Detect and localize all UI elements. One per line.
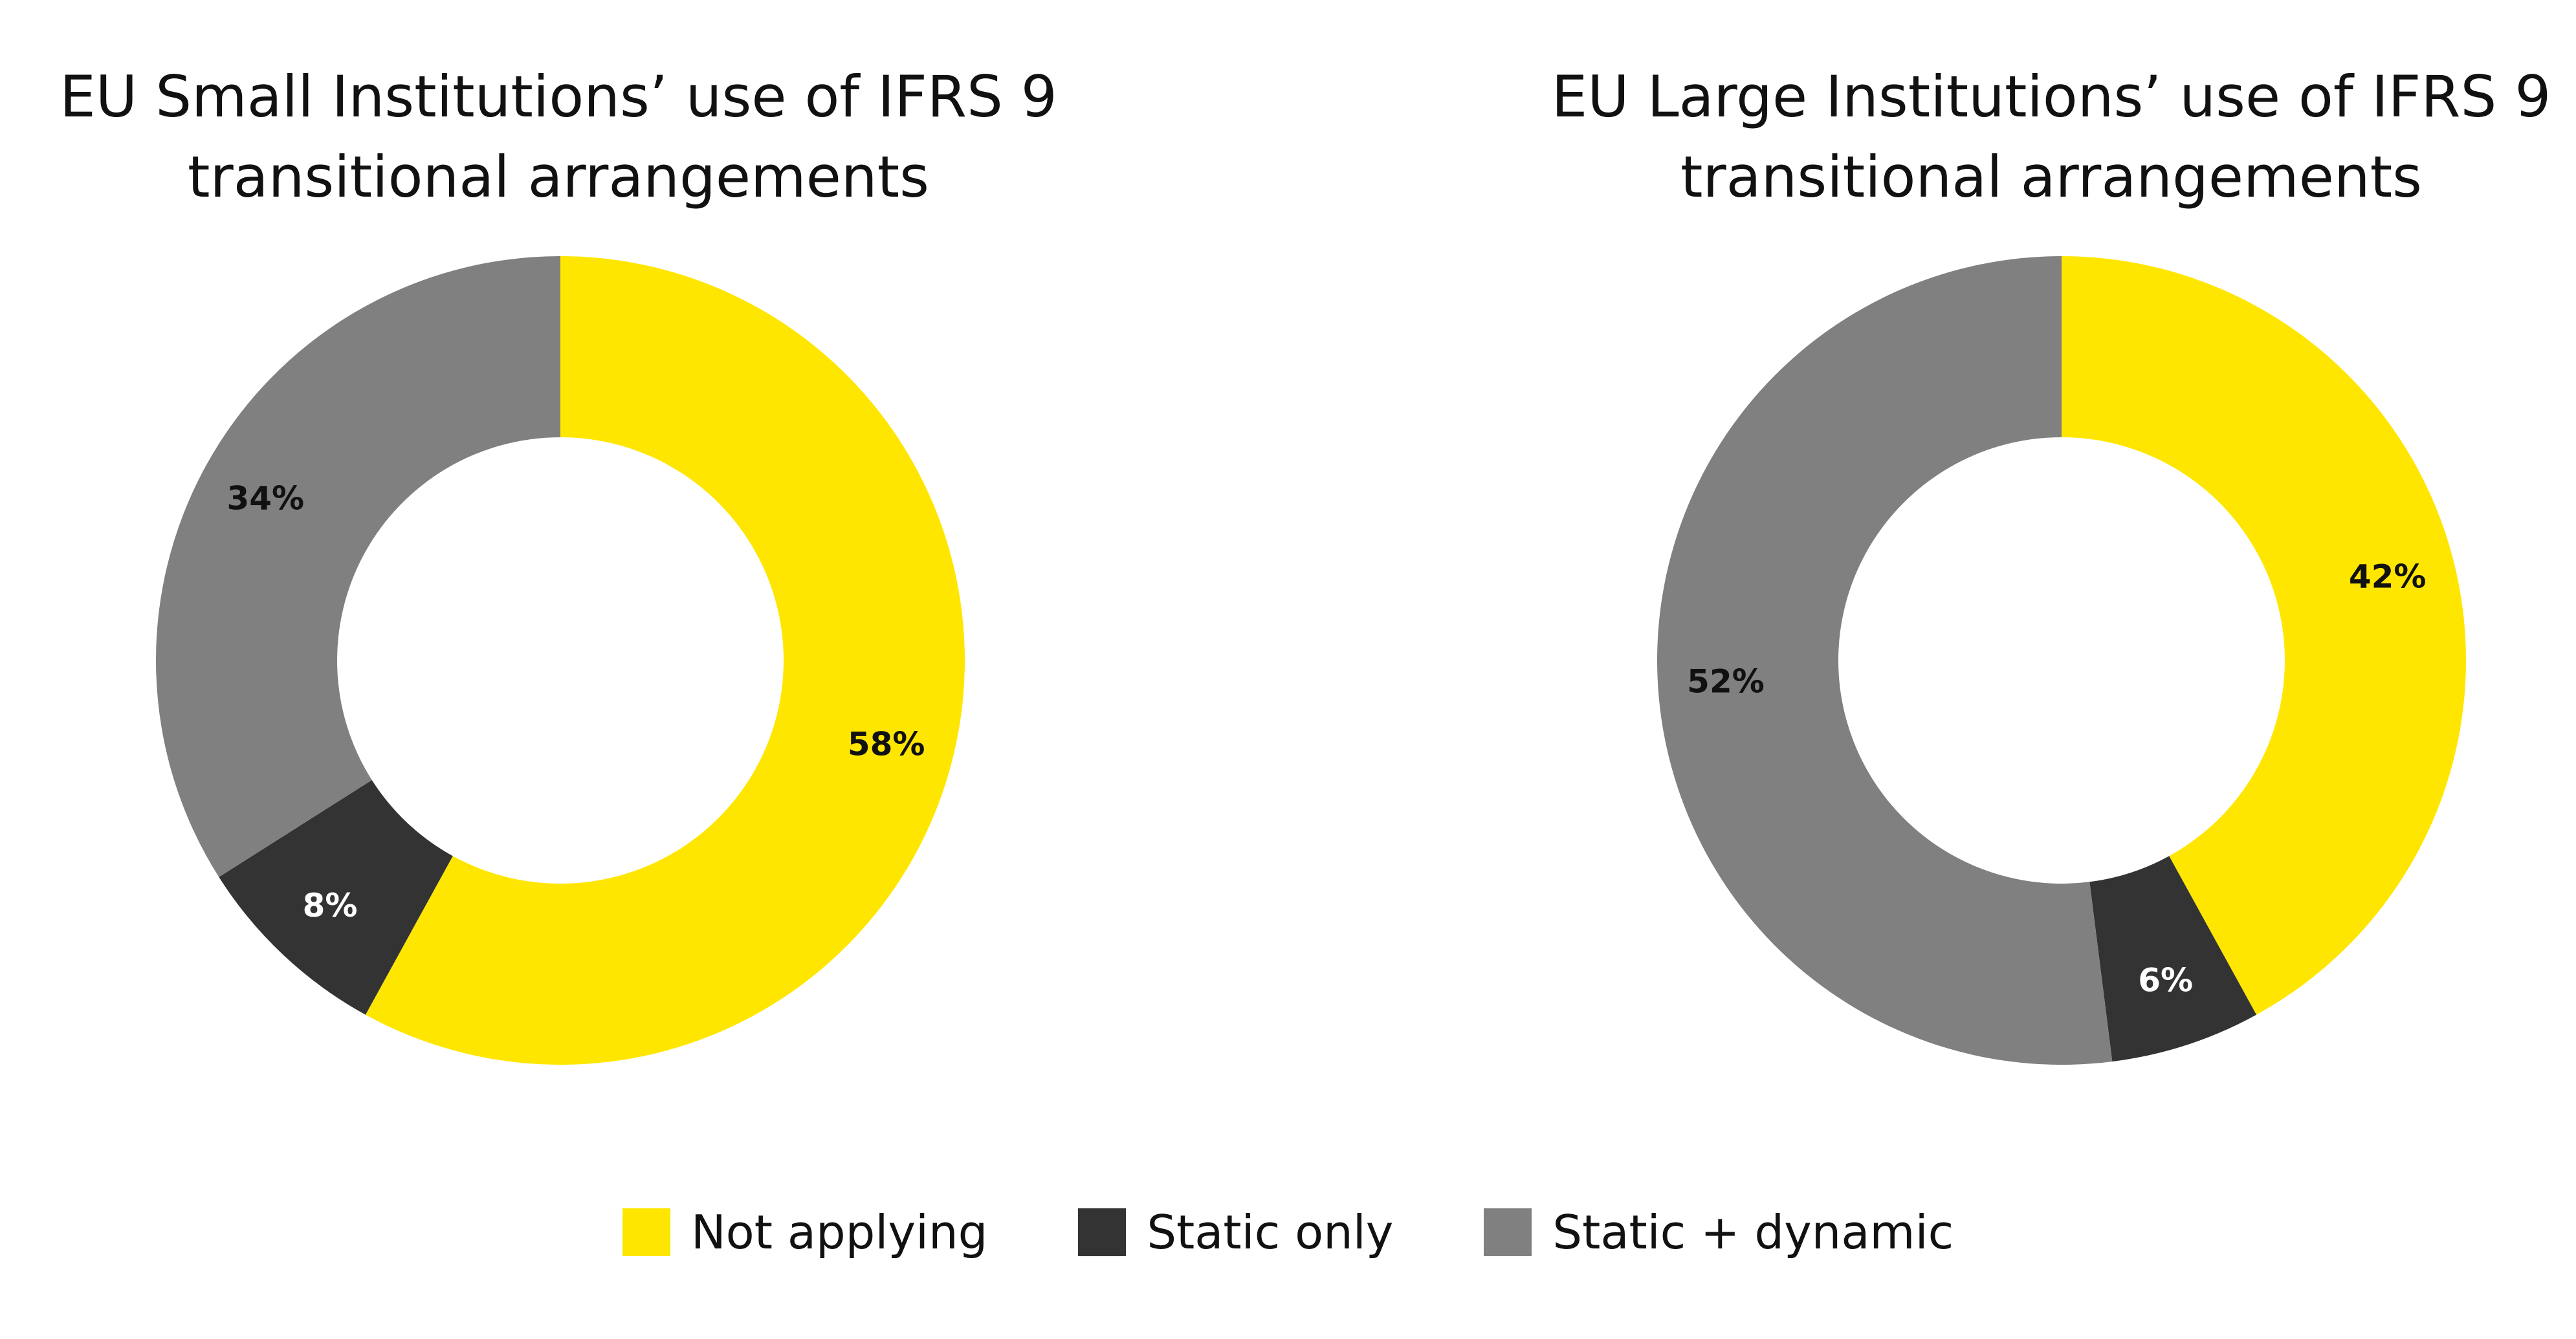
legend-item-static-dynamic: Static + dynamic xyxy=(1484,1205,1954,1259)
chart-title-small-institutions: EU Small Institutions’ use of IFRS 9 tra… xyxy=(60,63,1057,210)
legend-label-static-dynamic: Static + dynamic xyxy=(1552,1205,1954,1259)
legend-label-not-applying: Not applying xyxy=(690,1205,988,1259)
slice-label-small-static-only: 8% xyxy=(303,887,358,924)
legend-swatch-not-applying xyxy=(622,1208,670,1256)
slice-small-static-dynamic xyxy=(156,256,560,877)
slice-large-static-dynamic xyxy=(1657,256,2113,1065)
slice-large-not-applying xyxy=(2062,256,2466,1015)
chart-title-large-institutions: EU Large Institutions’ use of IFRS 9 tra… xyxy=(1551,63,2551,210)
slice-large-static-only xyxy=(2089,856,2257,1062)
slice-small-static-only xyxy=(219,779,453,1015)
chart-legend: Not applying Static only Static + dynami… xyxy=(0,1203,2576,1261)
donut-chart-large-institutions: 42% 6% 52% xyxy=(1657,256,2466,1065)
slice-label-large-not-applying: 42% xyxy=(2349,558,2427,596)
legend-item-not-applying: Not applying xyxy=(622,1205,988,1259)
slice-label-large-static-dynamic: 52% xyxy=(1687,663,1765,701)
legend-swatch-static-dynamic xyxy=(1484,1208,1532,1256)
donut-chart-small-institutions: 58% 8% 34% xyxy=(156,256,965,1065)
slice-label-large-static-only: 6% xyxy=(2138,962,2193,999)
legend-label-static-only: Static only xyxy=(1147,1205,1394,1259)
slice-label-small-not-applying: 58% xyxy=(848,725,925,763)
legend-item-static-only: Static only xyxy=(1078,1205,1393,1259)
legend-swatch-static-only xyxy=(1078,1208,1127,1256)
slice-small-not-applying xyxy=(365,256,965,1065)
slice-label-small-static-dynamic: 34% xyxy=(226,479,304,517)
